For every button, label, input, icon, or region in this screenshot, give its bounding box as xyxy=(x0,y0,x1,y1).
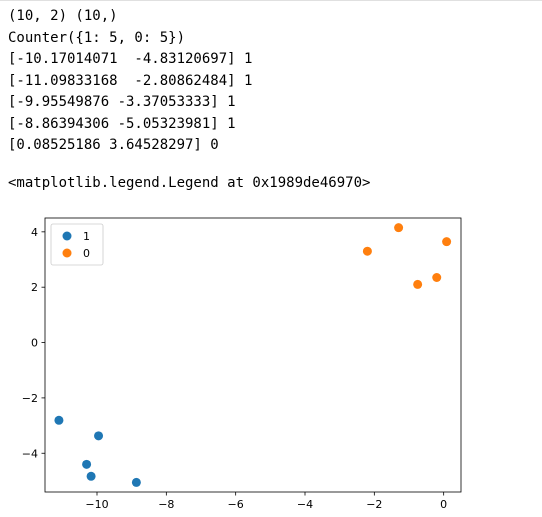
legend-label: 1 xyxy=(83,230,90,243)
stdout-line: (10, 2) (10,) xyxy=(8,8,118,24)
legend-label: 0 xyxy=(83,247,90,260)
x-tick-label: −10 xyxy=(85,498,108,511)
y-tick-label: −2 xyxy=(22,392,38,405)
scatter-point-class-0 xyxy=(442,237,452,247)
x-tick-label: −2 xyxy=(366,498,382,511)
stdout-line: [-9.95549876 -3.37053333] 1 xyxy=(8,94,236,110)
scatter-point-class-0 xyxy=(413,279,423,289)
scatter-point-class-0 xyxy=(362,246,372,256)
y-tick-label: −4 xyxy=(22,447,38,460)
y-tick-label: 4 xyxy=(31,226,38,239)
x-tick-label: −8 xyxy=(158,498,174,511)
execute-result: <matplotlib.legend.Legend at 0x1989de469… xyxy=(8,173,370,194)
x-tick-label: −6 xyxy=(228,498,244,511)
axes-frame xyxy=(44,217,462,493)
data-points xyxy=(54,223,452,487)
legend-box xyxy=(50,223,104,266)
x-tick-label: −4 xyxy=(297,498,313,511)
scatter-point-class-1 xyxy=(94,431,104,441)
axis-ticks: −10 −8 −6 −4 −2 0 −4 −2 0 2 4 xyxy=(22,226,447,511)
legend-marker-0 xyxy=(62,248,72,258)
scatter-point-class-1 xyxy=(82,459,92,469)
scatter-point-class-1 xyxy=(131,477,141,487)
stdout-line: [-10.17014071 -4.83120697] 1 xyxy=(8,51,253,67)
stdout-line: [0.08525186 3.64528297] 0 xyxy=(8,137,219,153)
result-repr: <matplotlib.legend.Legend at 0x1989de469… xyxy=(8,175,371,191)
scatter-point-class-0 xyxy=(432,273,442,283)
stdout-line: [-8.86394306 -5.05323981] 1 xyxy=(8,115,236,132)
y-tick-label: 2 xyxy=(31,281,38,294)
stdout-stream: (10, 2) (10,) Counter({1: 5, 0: 5}) [-10… xyxy=(8,6,252,157)
stdout-line: Counter({1: 5, 0: 5}) xyxy=(8,29,186,46)
scatter-point-class-1 xyxy=(54,415,64,425)
y-tick-label: 0 xyxy=(31,337,38,350)
legend-marker-1 xyxy=(62,231,72,241)
cell-divider xyxy=(0,0,542,1)
stdout-line: [-11.09833168 -2.80862484] 1 xyxy=(8,72,253,89)
scatter-point-class-1 xyxy=(86,471,96,481)
scatter-point-class-0 xyxy=(394,223,404,233)
legend: 10 xyxy=(50,223,104,266)
x-tick-label: 0 xyxy=(440,498,447,511)
